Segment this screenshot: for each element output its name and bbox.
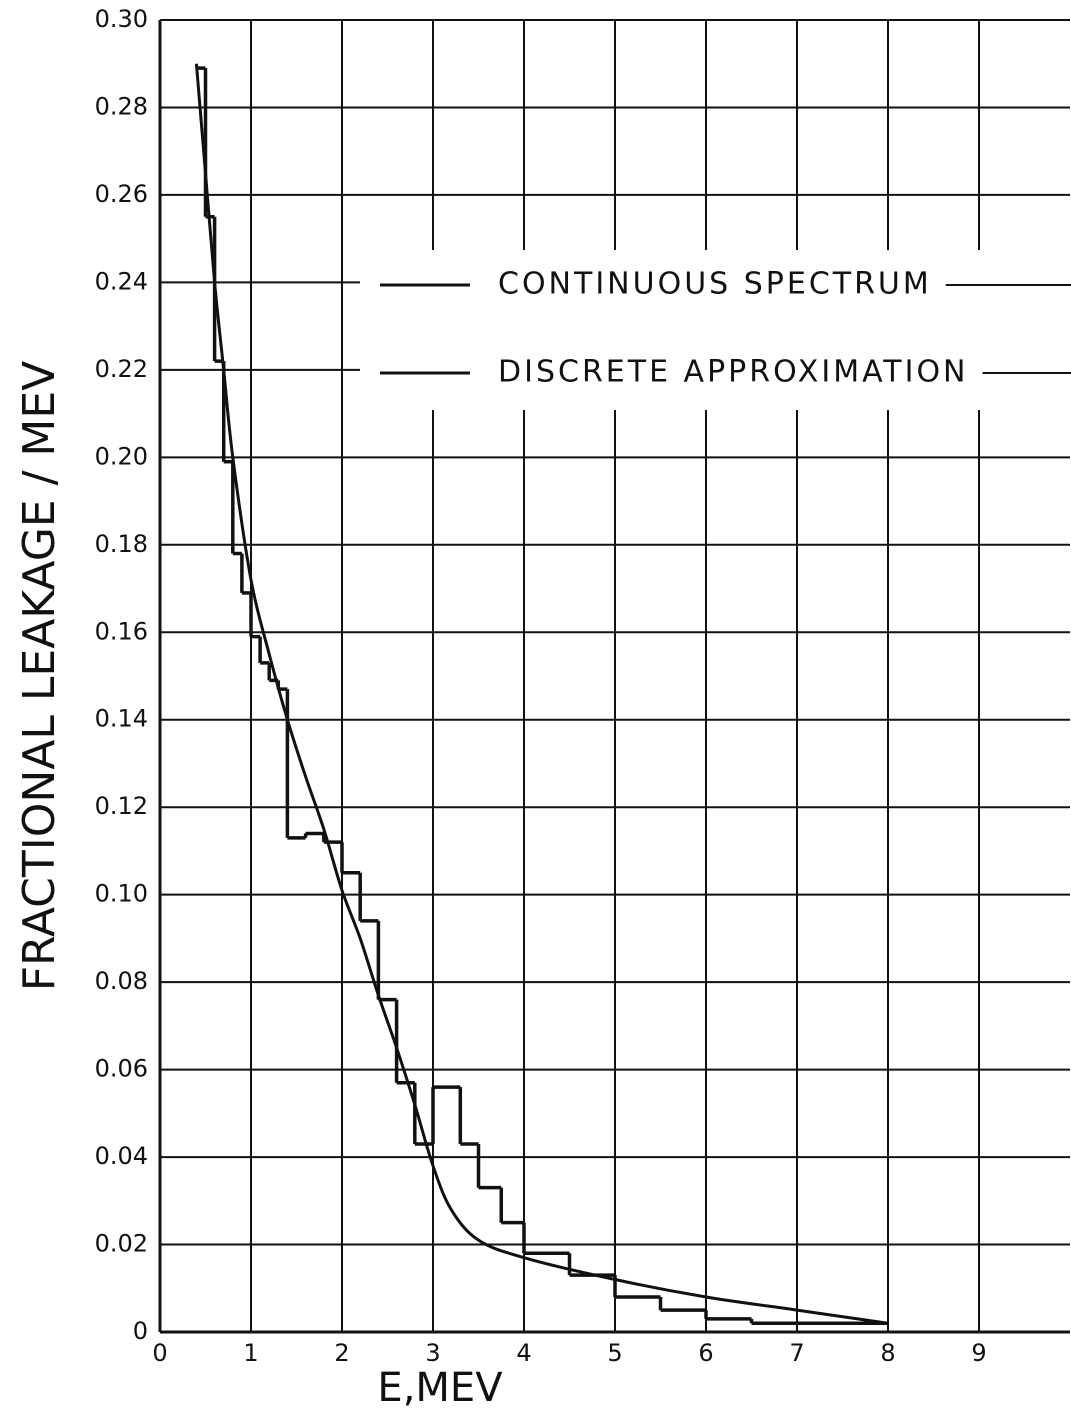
y-tick-label: 0 (133, 1317, 148, 1345)
y-tick-label: 0.22 (95, 355, 148, 383)
y-tick-label: 0.08 (95, 967, 148, 995)
y-axis-label: FRACTIONAL LEAKAGE / MEV (14, 361, 65, 992)
y-tick-label: 0.18 (95, 530, 148, 558)
x-tick-label: 2 (334, 1339, 349, 1367)
x-tick-label: 3 (425, 1339, 440, 1367)
legend-label: DISCRETE APPROXIMATION (498, 355, 969, 390)
y-tick-label: 0.12 (95, 792, 148, 820)
x-tick-label: 8 (880, 1339, 895, 1367)
y-tick-label: 0.10 (95, 880, 148, 908)
y-tick-label: 0.28 (95, 92, 148, 120)
y-tick-label: 0.20 (95, 442, 148, 470)
x-tick-label: 0 (152, 1339, 167, 1367)
x-tick-label: 6 (698, 1339, 713, 1367)
y-tick-label: 0.24 (95, 267, 148, 295)
y-tick-label: 0.02 (95, 1230, 148, 1258)
x-tick-label: 7 (789, 1339, 804, 1367)
y-tick-label: 0.30 (95, 5, 148, 33)
y-tick-label: 0.14 (95, 705, 148, 733)
y-tick-label: 0.06 (95, 1055, 148, 1083)
y-tick-label: 0.16 (95, 617, 148, 645)
x-tick-label: 4 (516, 1339, 531, 1367)
y-tick-label: 0.26 (95, 180, 148, 208)
x-axis-label: E,MEV (377, 1365, 503, 1411)
legend-label: CONTINUOUS SPECTRUM (498, 267, 932, 302)
x-tick-label: 5 (607, 1339, 622, 1367)
x-tick-label: 1 (243, 1339, 258, 1367)
x-tick-label: 9 (971, 1339, 986, 1367)
legend-box (360, 250, 1071, 410)
y-tick-label: 0.04 (95, 1142, 148, 1170)
